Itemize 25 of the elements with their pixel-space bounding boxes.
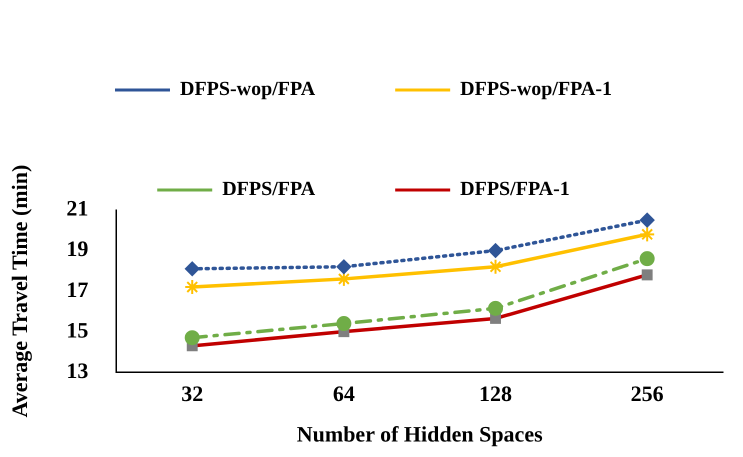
- x-tick-label: 256: [630, 381, 664, 406]
- point: [336, 316, 352, 332]
- legend-label: DFPS-wop/FPA-1: [460, 78, 612, 100]
- y-tick-label: 17: [66, 276, 88, 302]
- y-tick-label: 21: [66, 196, 88, 221]
- x-tick-label: 128: [479, 381, 512, 406]
- y-tick-label: 13: [66, 358, 88, 383]
- point: [640, 251, 655, 266]
- x-tick-label: 32: [181, 381, 204, 406]
- y-tick-label: 19: [66, 236, 88, 262]
- point: [336, 259, 352, 274]
- y-axis-title: Average Travel Time (min): [6, 164, 32, 418]
- legend-label: DFPS/FPA: [222, 178, 316, 200]
- point: [488, 243, 504, 258]
- legend-label: DFPS-wop/FPA: [180, 78, 316, 100]
- point: [184, 330, 200, 346]
- x-tick-label: 64: [332, 381, 355, 406]
- x-axis-title: Number of Hidden Spaces: [296, 421, 544, 446]
- point: [640, 212, 655, 228]
- y-tick-label: 15: [66, 317, 88, 342]
- point: [488, 300, 504, 316]
- point: [639, 226, 656, 242]
- point: [488, 258, 504, 275]
- legend-label: DFPS/FPA-1: [460, 178, 570, 200]
- point: [184, 261, 200, 276]
